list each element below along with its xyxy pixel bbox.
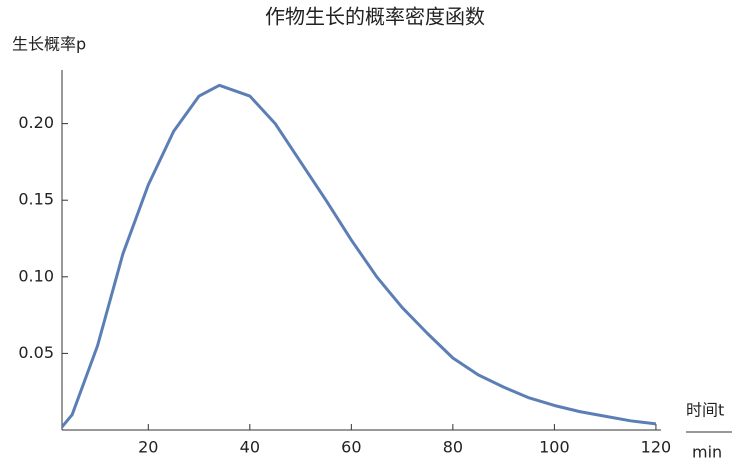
x-tick-label: 80 — [443, 438, 463, 457]
x-axis-label: 时间t — [686, 401, 724, 420]
line — [60, 83, 657, 428]
y-tick-label: 0.05 — [18, 343, 54, 362]
x-tick-label: 100 — [539, 438, 570, 457]
x-tick-label: 60 — [341, 438, 361, 457]
x-tick-label: 40 — [240, 438, 260, 457]
y-tick-label: 0.10 — [18, 266, 54, 285]
y-tick-label: 0.15 — [18, 190, 54, 209]
x-tick-label: 20 — [138, 438, 158, 457]
x-tick-label: 120 — [641, 438, 672, 457]
chart-title: 作物生长的概率密度函数 — [265, 5, 485, 29]
y-axis-label: 生长概率p — [12, 35, 86, 54]
x-axis-unit: min — [692, 443, 722, 462]
y-tick-label: 0.20 — [18, 113, 54, 132]
